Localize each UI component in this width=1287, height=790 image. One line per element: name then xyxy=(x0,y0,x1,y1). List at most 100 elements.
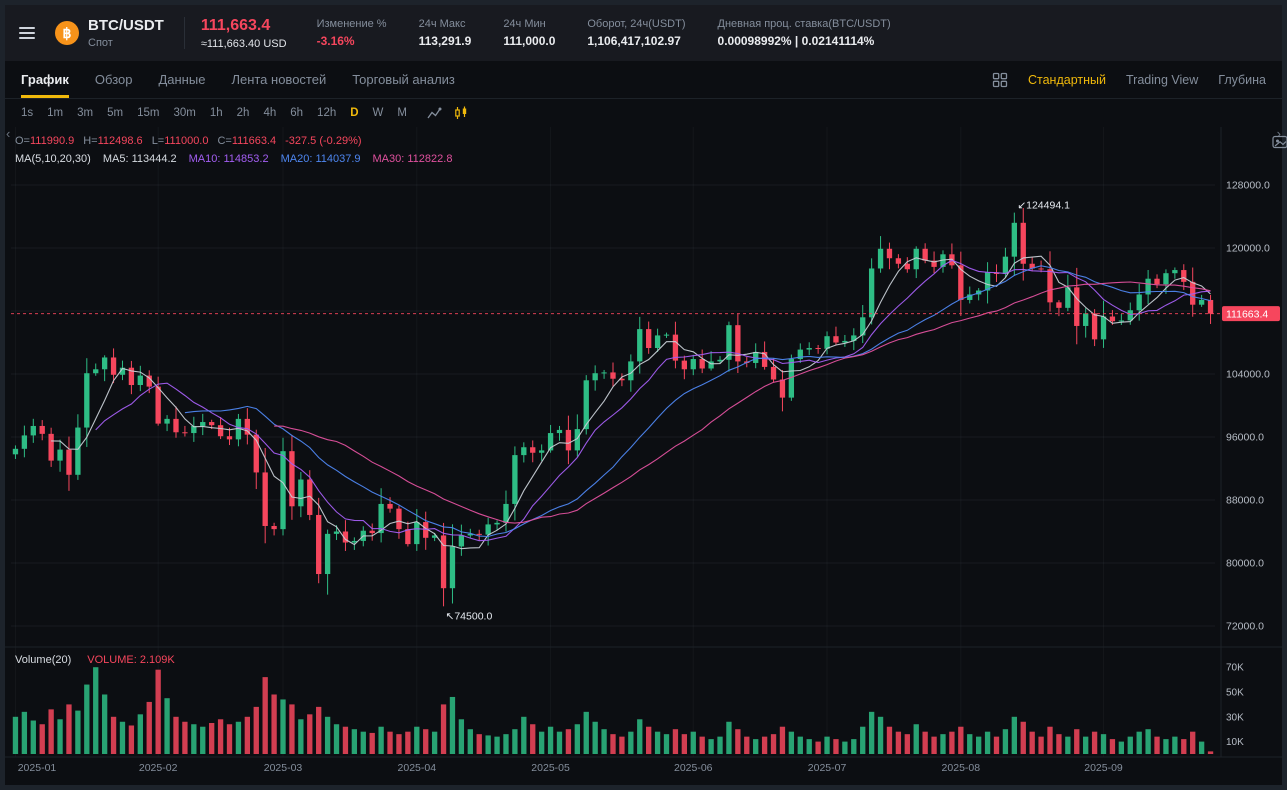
ohlc-value: 112498.6 xyxy=(97,135,143,147)
line-chart-icon[interactable] xyxy=(427,107,442,120)
stat-daily-rate-value: 0.00098992% | 0.02141114% xyxy=(717,34,875,48)
ma-legend: MA(5,10,20,30) MA5: 113444.2 MA10: 114853… xyxy=(15,153,452,165)
tf-D[interactable]: D xyxy=(350,107,359,119)
tf-1m[interactable]: 1m xyxy=(47,107,64,119)
stat-high-24h-value: 113,291.9 xyxy=(418,34,472,48)
tab-news-feed[interactable]: Лента новостей xyxy=(231,72,327,87)
tf-6h[interactable]: 6h xyxy=(290,107,304,119)
ohlc-value: -327.5 (-0.29%) xyxy=(285,135,362,147)
ma20-line xyxy=(184,265,1211,538)
volume-legend: Volume(20) VOLUME: 2.109K xyxy=(15,654,175,666)
last-price: 111,663.4 xyxy=(200,16,271,34)
price-tick: 120000.0 xyxy=(1226,243,1270,255)
stat-low-24h: 24ч Мин 111,000.0 xyxy=(503,18,555,48)
stat-high-24h-label: 24ч Макс xyxy=(418,18,466,30)
timeframe-options: 1s 1m 3m 5m 15m 30m 1h 2h 4h 6h 12h D W M xyxy=(21,107,407,119)
tf-12h[interactable]: 12h xyxy=(317,107,337,119)
ma-value: 114037.9 xyxy=(315,153,361,165)
ma-label: MA5: xyxy=(102,153,132,165)
x-axis-label: 2025-06 xyxy=(674,762,713,774)
ma-item-0: MA5: 113444.2 xyxy=(103,153,177,165)
header-bar: ฿ BTC/USDT Спот 111,663.4 ≈111,663.40 US… xyxy=(5,5,1282,61)
x-axis-label: 2025-07 xyxy=(808,762,847,774)
scroll-right-arrow[interactable]: › xyxy=(1276,126,1281,141)
volume-legend-value: VOLUME: 2.109K xyxy=(87,654,175,666)
ma30-line xyxy=(274,281,1211,524)
stat-low-24h-label: 24ч Мин xyxy=(503,18,546,30)
tf-5m[interactable]: 5m xyxy=(107,107,124,119)
stat-change-label: Изменение % xyxy=(316,18,387,30)
ohlc-label: O= xyxy=(15,135,30,147)
volume-tick: 50K xyxy=(1226,688,1244,699)
ma-value: 112822.8 xyxy=(407,153,453,165)
candlestick-chart[interactable]: 111663.4 128000.0 120000.0 104000.0 96000.0 8… xyxy=(5,127,1282,785)
tf-3m[interactable]: 3m xyxy=(77,107,94,119)
ohlc-value: 111990.9 xyxy=(29,135,75,147)
ma-value: 113444.2 xyxy=(131,153,177,165)
stat-low-24h-value: 111,000.0 xyxy=(503,34,556,48)
tf-4h[interactable]: 4h xyxy=(263,107,277,119)
ohlc-item-1: H=112498.6 xyxy=(83,135,142,147)
stat-change-value: -3.16% xyxy=(316,34,355,48)
chart-tabs: График Обзор Данные Лента новостей Торговый … xyxy=(21,61,455,98)
price-tick: 104000.0 xyxy=(1226,369,1270,381)
tf-1h[interactable]: 1h xyxy=(209,107,223,119)
view-modes: Стандартный Trading View Глубина xyxy=(992,61,1266,98)
tf-30m[interactable]: 30m xyxy=(173,107,196,119)
tab-chart[interactable]: График xyxy=(21,61,69,98)
scroll-left-arrow[interactable]: ‹ xyxy=(6,126,11,141)
tf-W[interactable]: W xyxy=(372,107,384,119)
stat-daily-rate-label: Дневная проц. ставка(BTC/USDT) xyxy=(717,18,891,30)
ohlc-item-3: C=111663.4 xyxy=(217,135,276,147)
mode-standard[interactable]: Стандартный xyxy=(1027,72,1106,87)
trading-app: ฿ BTC/USDT Спот 111,663.4 ≈111,663.40 US… xyxy=(5,5,1287,785)
pair-name: BTC/USDT xyxy=(88,17,164,34)
ohlc-item-4: -327.5 (-0.29%) xyxy=(285,135,361,147)
mode-tradingview[interactable]: Trading View xyxy=(1125,72,1199,87)
volume-tick: 30K xyxy=(1226,712,1244,723)
ma5-line xyxy=(51,255,1211,550)
x-axis-label: 2025-01 xyxy=(18,762,57,774)
high-annotation: ↙124494.1 xyxy=(1017,200,1070,212)
ma-item-2: MA20: 114037.9 xyxy=(281,153,361,165)
x-axis-label: 2025-02 xyxy=(139,762,178,774)
tf-1s[interactable]: 1s xyxy=(21,107,34,119)
ma-label: MA30: xyxy=(372,153,408,165)
btc-logo-icon: ฿ xyxy=(55,21,79,45)
chart-type-icons xyxy=(427,106,468,120)
tabs-row: График Обзор Данные Лента новостей Торговый … xyxy=(5,61,1282,99)
header-stats: Изменение % -3.16% 24ч Макс 113,291.9 24ч Ми… xyxy=(317,18,891,48)
x-axis-label: 2025-08 xyxy=(942,762,981,774)
ma-item-3: MA30: 112822.8 xyxy=(373,153,453,165)
chart-area: 111663.4 128000.0 120000.0 104000.0 96000.0 8… xyxy=(5,126,1287,785)
x-axis-label: 2025-05 xyxy=(531,762,570,774)
stat-daily-rate: Дневная проц. ставка(BTC/USDT) 0.00098992… xyxy=(718,18,891,48)
current-price-badge xyxy=(1222,306,1280,322)
candlestick-chart-icon[interactable] xyxy=(454,106,468,120)
ma-label: MA10: xyxy=(188,153,224,165)
stat-high-24h: 24ч Макс 113,291.9 xyxy=(419,18,472,48)
hamburger-menu-icon[interactable] xyxy=(19,22,41,44)
price-tick: 88000.0 xyxy=(1226,495,1264,507)
grid-layout-icon[interactable] xyxy=(992,72,1008,88)
ohlc-item-0: O=111990.9 xyxy=(15,135,74,147)
tab-trading-analysis[interactable]: Торговый анализ xyxy=(352,72,455,87)
tab-data[interactable]: Данные xyxy=(158,72,206,87)
ohlc-item-2: L=111000.0 xyxy=(152,135,209,147)
tf-M[interactable]: M xyxy=(397,107,407,119)
ohlc-legend: O=111990.9 H=112498.6 L=111000.0 C=111663.4… xyxy=(15,135,362,147)
tf-15m[interactable]: 15m xyxy=(137,107,160,119)
pair-block[interactable]: BTC/USDT Спот xyxy=(88,17,164,49)
stat-turnover-24h-value: 1,106,417,102.97 xyxy=(587,34,681,48)
ma-value: 114853.2 xyxy=(223,153,269,165)
mode-depth[interactable]: Глубина xyxy=(1218,72,1266,87)
volume-tick: 10K xyxy=(1226,737,1244,748)
ohlc-label: L= xyxy=(151,135,165,147)
tab-overview[interactable]: Обзор xyxy=(94,72,133,87)
price-tick: 80000.0 xyxy=(1226,558,1264,570)
price-tick: 96000.0 xyxy=(1226,432,1264,444)
stat-change: Изменение % -3.16% xyxy=(317,18,387,48)
tf-2h[interactable]: 2h xyxy=(236,107,250,119)
timeframe-row: 1s 1m 3m 5m 15m 30m 1h 2h 4h 6h 12h D W M xyxy=(5,99,1282,127)
ohlc-value: 111663.4 xyxy=(231,135,277,147)
